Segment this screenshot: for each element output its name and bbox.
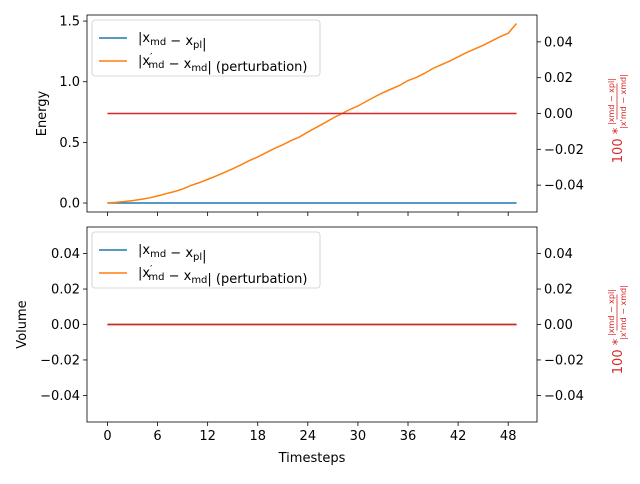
legend-label-1: |xmd − xpl|	[138, 31, 207, 52]
volume-panel: 0 6 12 18 24 30 36 42 48 −0.04 −0.02 0.00 0.02 0.04 −0…	[15, 226, 628, 466]
x-tick-label: 12	[199, 429, 216, 444]
x-tick-label: 0	[103, 429, 111, 444]
y2-tick-label: 0.04	[544, 247, 573, 262]
legend: |xmd − xpl||x′ md − xmd| (perturbation)	[91, 19, 321, 77]
x-tick-label: 18	[249, 429, 266, 444]
y-tick-label: 0.0	[59, 197, 80, 212]
y2-tick-label: 0.04	[544, 35, 573, 50]
y2-axis-label: 100 * |xmd − xpl| |x'md − xmd|	[607, 285, 628, 374]
y2-tick-label: 0.00	[544, 318, 573, 333]
y2-label-prefix: 100 *	[611, 127, 626, 163]
y-tick-label: 0.00	[51, 318, 80, 333]
y2-label-numerator: |xmd − xpl|	[607, 289, 616, 336]
x-tick-label: 24	[300, 429, 317, 444]
legend-label-2: |x′ md − xmd| (perturbation)	[138, 52, 307, 75]
y2-tick-label: −0.02	[544, 143, 584, 158]
legend-label-1: |xmd − xpl|	[138, 243, 207, 264]
x-tick-label: 36	[400, 429, 417, 444]
y2-tick-label: −0.04	[544, 179, 584, 194]
legend: |xmd − xpl||x′ md − xmd| (perturbation)	[91, 231, 321, 289]
y2-label-denominator: |x'md − xmd|	[619, 74, 628, 129]
x-tick-label: 6	[153, 429, 161, 444]
y2-label-numerator: |xmd − xpl|	[607, 78, 616, 125]
y-tick-label: 1.0	[59, 75, 80, 90]
y-tick-label: −0.04	[40, 389, 80, 404]
y2-tick-label: 0.02	[544, 283, 573, 298]
x-tick-label: 42	[450, 429, 467, 444]
x-tick-label: 48	[500, 429, 517, 444]
legend-box	[91, 231, 321, 289]
y2-tick-label: 0.02	[544, 71, 573, 86]
y-tick-label: 0.02	[51, 283, 80, 298]
legend-box	[91, 19, 321, 77]
y2-axis-label: 100 * |xmd − xpl| |x'md − xmd|	[607, 74, 628, 163]
energy-panel: 0.0 0.5 1.0 1.5 −0.04 −0.02 0.00 0.02 0.04 Energy…	[35, 15, 628, 216]
y2-tick-label: −0.02	[544, 353, 584, 368]
y2-label-denominator: |x'md − xmd|	[619, 285, 628, 340]
y-tick-label: 0.04	[51, 247, 80, 262]
y-axis-label: Volume	[15, 300, 30, 348]
y2-label-prefix: 100 *	[611, 338, 626, 374]
series-line-2	[107, 23, 518, 204]
x-tick-label: 30	[350, 429, 367, 444]
y-tick-label: −0.02	[40, 353, 80, 368]
y-tick-label: 0.5	[59, 136, 80, 151]
y-tick-label: 1.5	[59, 15, 80, 30]
x-axis-label: Timesteps	[278, 451, 346, 466]
legend-label-2: |x′ md − xmd| (perturbation)	[138, 264, 307, 287]
y2-tick-label: −0.04	[544, 389, 584, 404]
y2-tick-label: 0.00	[544, 107, 573, 122]
y-axis-label: Energy	[35, 90, 50, 136]
